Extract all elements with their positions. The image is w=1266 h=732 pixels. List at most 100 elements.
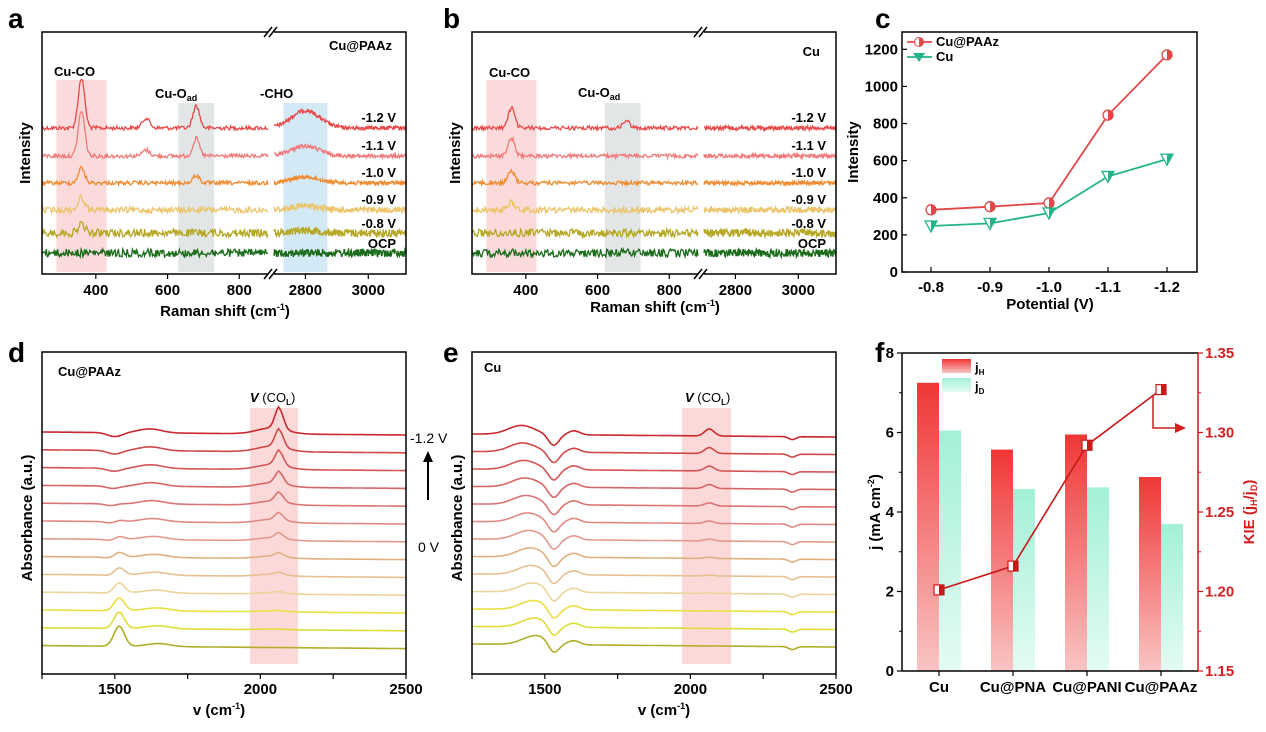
x-tick-label: 2500 xyxy=(819,681,852,698)
x-tick-label: 3000 xyxy=(782,282,815,299)
ir-spectrum-5 xyxy=(472,512,836,533)
x-tick-label: 800 xyxy=(657,282,682,299)
y-axis-label-d: Absorbance (a.u.) xyxy=(19,455,36,582)
bar-jD-Cu xyxy=(939,430,961,671)
spectrum--0.9V-seg0 xyxy=(471,198,699,216)
band-1 xyxy=(604,103,641,272)
ir-spectrum-6 xyxy=(42,531,406,543)
spectrum-OCP-seg1 xyxy=(703,246,837,260)
x-tick-label: Cu@PANI xyxy=(1052,679,1121,696)
ir-spectrum-9 xyxy=(42,582,406,596)
legend-swatch-jD xyxy=(942,378,971,392)
x-tick-label: 800 xyxy=(227,282,252,299)
band-label-co-e: V (COL) xyxy=(685,390,730,407)
bar-jH-Cu@PANI xyxy=(1065,434,1087,671)
spectrum--1.2V-seg0 xyxy=(41,78,269,132)
legend-label-jH: jH xyxy=(974,360,985,377)
legend-marker-fill xyxy=(919,37,924,47)
ir-spectrum-10 xyxy=(472,599,836,619)
y-tick-label: 400 xyxy=(873,190,898,207)
spectrum--1.0V-seg1 xyxy=(273,173,407,188)
sample-label-a: Cu@PAAz xyxy=(329,38,392,53)
x-tick-label: 600 xyxy=(155,282,180,299)
x-tick-label: 2800 xyxy=(289,282,322,299)
axis-break-icon xyxy=(268,26,278,38)
panel-c: c 0 200 400 600 800 1000 1200 -0.8 -0.9 -1.0 -1.1 -… xyxy=(845,3,1198,313)
ir-spectrum-6 xyxy=(472,529,836,551)
kie-line xyxy=(938,388,1162,591)
ir-spectrum-8 xyxy=(472,564,836,585)
y-tick-label: 1200 xyxy=(865,41,898,58)
data-point-fill xyxy=(1167,154,1173,166)
bar-jD-Cu@PNA xyxy=(1013,488,1035,671)
x-tick-label: -0.9 xyxy=(977,279,1003,296)
ir-spectrum-0 xyxy=(472,424,836,447)
ir-spectrum-12 xyxy=(472,634,836,653)
axis-break-icon xyxy=(698,26,708,38)
bar-jD-Cu@PANI xyxy=(1087,487,1109,671)
arrow-right-icon xyxy=(1175,423,1186,433)
series-label: -0.8 V xyxy=(361,216,396,231)
spectrum--0.9V-seg1 xyxy=(703,204,837,215)
y-tick-label: 200 xyxy=(873,227,898,244)
series-label: -1.0 V xyxy=(361,165,396,180)
ir-spectrum-3 xyxy=(42,469,406,490)
y-axis-label-e: Absorbance (a.u.) xyxy=(449,455,466,582)
x-axis-label-e: v (cm-1) xyxy=(638,701,690,719)
x-tick-label: -1.2 xyxy=(1154,279,1180,296)
ir-spectrum-1 xyxy=(472,442,836,464)
ir-spectrum-12 xyxy=(42,625,406,650)
ir-spectrum-0 xyxy=(42,405,406,438)
series-label: -0.9 V xyxy=(361,192,396,207)
y2-tick-label: 1.25 xyxy=(1205,504,1234,521)
y-axis-label-f: j (mA cm-2) xyxy=(866,474,884,551)
band-co-e xyxy=(682,408,731,664)
axis-break-icon xyxy=(693,26,703,38)
kie-point-fill xyxy=(1013,561,1018,572)
data-point-fill xyxy=(931,220,937,232)
panel-f: f 0 2 4 6 8 1.15 1.20 1.25 1.30 1.35 Cu Cu@PNA Cu@PA… xyxy=(866,337,1259,696)
ir-spectrum-4 xyxy=(42,490,406,507)
spectrum--0.9V-seg0 xyxy=(41,193,269,216)
ir-spectrum-11 xyxy=(472,617,836,636)
x-axis-label-a: Raman shift (cm-1) xyxy=(160,302,290,320)
plot-frame-c xyxy=(901,31,1198,273)
x-tick-label: 2500 xyxy=(389,681,422,698)
band-label-cu-oad-a: Cu-Oad xyxy=(155,86,197,103)
x-tick-label: 2800 xyxy=(719,282,752,299)
spectrum--1.2V-seg1 xyxy=(273,108,407,132)
x-tick-label: Cu@PNA xyxy=(980,679,1046,696)
y-tick-label: 0 xyxy=(886,663,894,680)
spectrum--1.1V-seg1 xyxy=(273,142,407,161)
legend-label-jD: jD xyxy=(974,379,985,396)
panel-label-e: e xyxy=(443,337,459,368)
spectrum--1.1V-seg0 xyxy=(471,135,699,161)
data-point-fill xyxy=(1049,207,1055,219)
potential-bottom-label: 0 V xyxy=(418,539,440,555)
y-tick-label: 800 xyxy=(873,116,898,133)
x-tick-label: Cu@PAAz xyxy=(1125,679,1198,696)
spectrum-OCP-seg0 xyxy=(41,246,269,260)
ir-spectrum-5 xyxy=(42,511,406,525)
spectrum--1.2V-seg0 xyxy=(471,105,699,132)
spectrum--1.0V-seg1 xyxy=(703,178,837,188)
x-tick-label: 2000 xyxy=(244,681,277,698)
series-label: -1.0 V xyxy=(791,165,826,180)
series-label: -1.1 V xyxy=(791,138,826,153)
y-tick-label: 2 xyxy=(886,584,894,601)
plot-frame-b xyxy=(471,31,837,275)
data-point-fill xyxy=(1108,171,1114,183)
panel-label-a: a xyxy=(8,3,24,34)
ir-spectrum-7 xyxy=(42,551,406,561)
spectrum-OCP-seg1 xyxy=(273,247,407,259)
panel-b: b 400 600 800 2800 3000 Cu Cu-CO Cu-Oad -1.2… xyxy=(443,3,837,316)
y2-tick-label: 1.20 xyxy=(1205,584,1234,601)
x-tick-label: Cu xyxy=(929,679,949,696)
data-point-fill xyxy=(990,218,996,230)
bar-jD-Cu@PAAz xyxy=(1161,523,1183,671)
plot-frame-a xyxy=(41,31,407,275)
band-0 xyxy=(486,80,537,272)
x-axis-label-b: Raman shift (cm-1) xyxy=(590,298,720,316)
legend-label: Cu xyxy=(936,49,953,64)
